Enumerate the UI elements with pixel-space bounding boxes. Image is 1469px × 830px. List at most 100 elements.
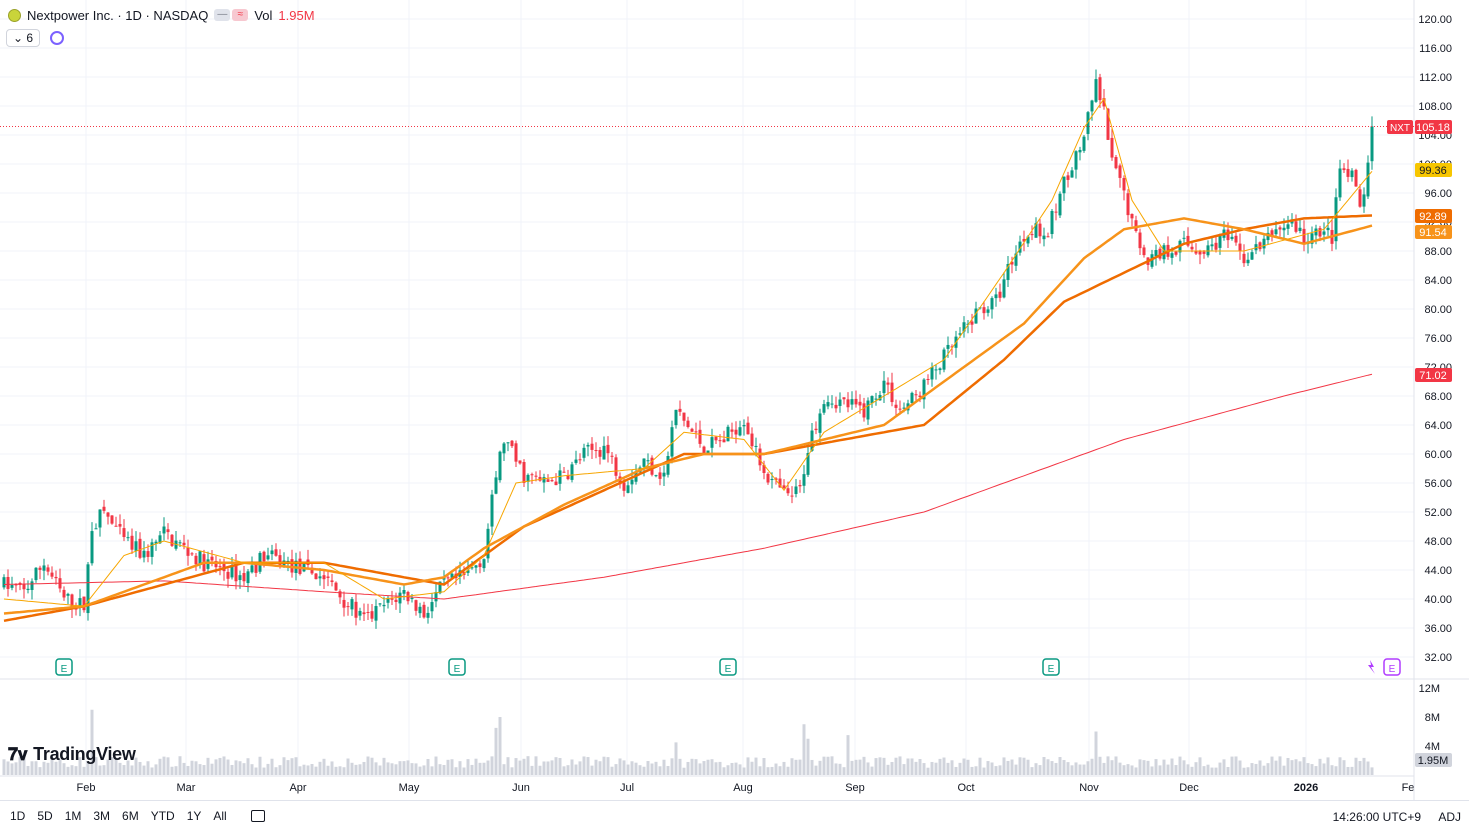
volume-bar <box>1002 757 1006 775</box>
sync-icon[interactable] <box>50 31 65 45</box>
volume-bar <box>450 759 454 775</box>
earnings-icon <box>1042 658 1060 676</box>
volume-bar <box>1134 767 1138 775</box>
price-badge-value: 71.02 <box>1419 370 1447 382</box>
adj-button[interactable]: ADJ <box>1438 810 1461 824</box>
volume-bar <box>26 765 30 775</box>
range-ytd[interactable]: YTD <box>150 808 175 823</box>
range-5d[interactable]: 5D <box>37 808 53 823</box>
approx-icon[interactable]: ≈ <box>232 9 249 21</box>
candle <box>614 457 618 476</box>
x-tick-label: Jun <box>512 782 530 794</box>
volume-bar <box>114 757 118 775</box>
volume-bar <box>894 757 898 775</box>
volume-bar <box>810 759 814 775</box>
volume-bar <box>294 757 298 775</box>
y-tick-label: 40.00 <box>1424 594 1452 606</box>
volume-bar <box>1178 756 1182 775</box>
candle <box>594 450 598 452</box>
volume-bar <box>902 764 906 775</box>
volume-bar <box>1166 764 1170 775</box>
candle <box>1218 235 1222 248</box>
volume-bar <box>930 761 934 775</box>
candle <box>114 525 118 527</box>
volume-bar <box>1062 760 1066 775</box>
volume-bar <box>998 765 1002 775</box>
candle <box>662 472 666 477</box>
volume-bar <box>386 762 390 775</box>
volume-bar <box>750 761 754 775</box>
volume-bar <box>502 764 506 775</box>
volume-value: 1.95M <box>278 7 315 23</box>
calendar-icon[interactable] <box>250 809 265 822</box>
candle <box>322 575 326 580</box>
volume-bar <box>882 757 886 775</box>
volume-bar <box>1010 759 1014 775</box>
indicator-toggle[interactable]: — ≈ <box>214 9 249 21</box>
price-chart[interactable]: 120.00116.00112.00108.00104.00100.0096.0… <box>0 0 1469 800</box>
candle <box>1114 157 1118 169</box>
candle <box>1130 213 1134 219</box>
volume-bar <box>922 763 926 775</box>
candle <box>674 409 678 426</box>
candle <box>1010 261 1014 265</box>
volume-bar <box>1150 766 1154 775</box>
volume-bar <box>758 766 762 775</box>
range-3m[interactable]: 3M <box>93 808 111 823</box>
volume-bar <box>786 766 790 775</box>
volume-bar <box>706 759 710 775</box>
volume-bar <box>166 757 170 775</box>
range-6m[interactable]: 6M <box>122 808 139 823</box>
candle <box>370 611 374 619</box>
clock[interactable]: 14:26:00 UTC+9 <box>1332 810 1421 824</box>
range-1d[interactable]: 1D <box>10 808 26 823</box>
volume-bar <box>910 758 914 775</box>
candle <box>838 399 842 406</box>
candle <box>850 399 854 405</box>
volume-bar <box>822 756 826 775</box>
tradingview-logo[interactable]: 𝟕𝐯 TradingView <box>8 744 136 765</box>
candle <box>414 600 418 611</box>
volume-bar <box>974 766 978 775</box>
range-1y[interactable]: 1Y <box>186 808 202 823</box>
candle <box>994 294 998 299</box>
volume-bar <box>1006 760 1010 775</box>
volume-bar <box>630 761 634 775</box>
candle <box>782 485 786 488</box>
volume-bar <box>302 764 306 775</box>
candle <box>166 529 170 533</box>
candle <box>346 606 350 608</box>
y-tick-label: 96.00 <box>1424 188 1452 200</box>
candle <box>1138 232 1142 249</box>
range-all[interactable]: All <box>213 808 227 823</box>
candle <box>154 541 158 544</box>
indicator-count-button[interactable]: ⌄ 6 <box>6 29 41 47</box>
candle <box>226 571 230 579</box>
candle <box>362 612 366 615</box>
volume-bar <box>454 767 458 775</box>
volume-bar <box>414 763 418 775</box>
volume-bar <box>714 762 718 775</box>
candle <box>1342 168 1346 171</box>
volume-bar <box>74 766 78 775</box>
volume-bar <box>310 764 314 775</box>
volume-bar <box>78 757 82 775</box>
volume-bar <box>858 759 862 775</box>
candle <box>1194 250 1198 254</box>
candle <box>1034 223 1038 238</box>
range-1m[interactable]: 1M <box>64 808 82 823</box>
volume-bar <box>866 762 870 775</box>
candle <box>1006 263 1010 280</box>
volume-bar <box>878 757 882 775</box>
candle <box>986 309 990 313</box>
volume-bar <box>1334 766 1338 775</box>
volume-bar <box>542 761 546 775</box>
volume-bar <box>306 765 310 775</box>
candle <box>254 562 258 573</box>
hide-icon[interactable]: — <box>214 9 231 21</box>
candle <box>818 413 822 433</box>
candle <box>910 392 914 404</box>
volume-bar <box>1278 756 1282 775</box>
candle <box>930 367 934 380</box>
volume-bar <box>1222 759 1226 775</box>
